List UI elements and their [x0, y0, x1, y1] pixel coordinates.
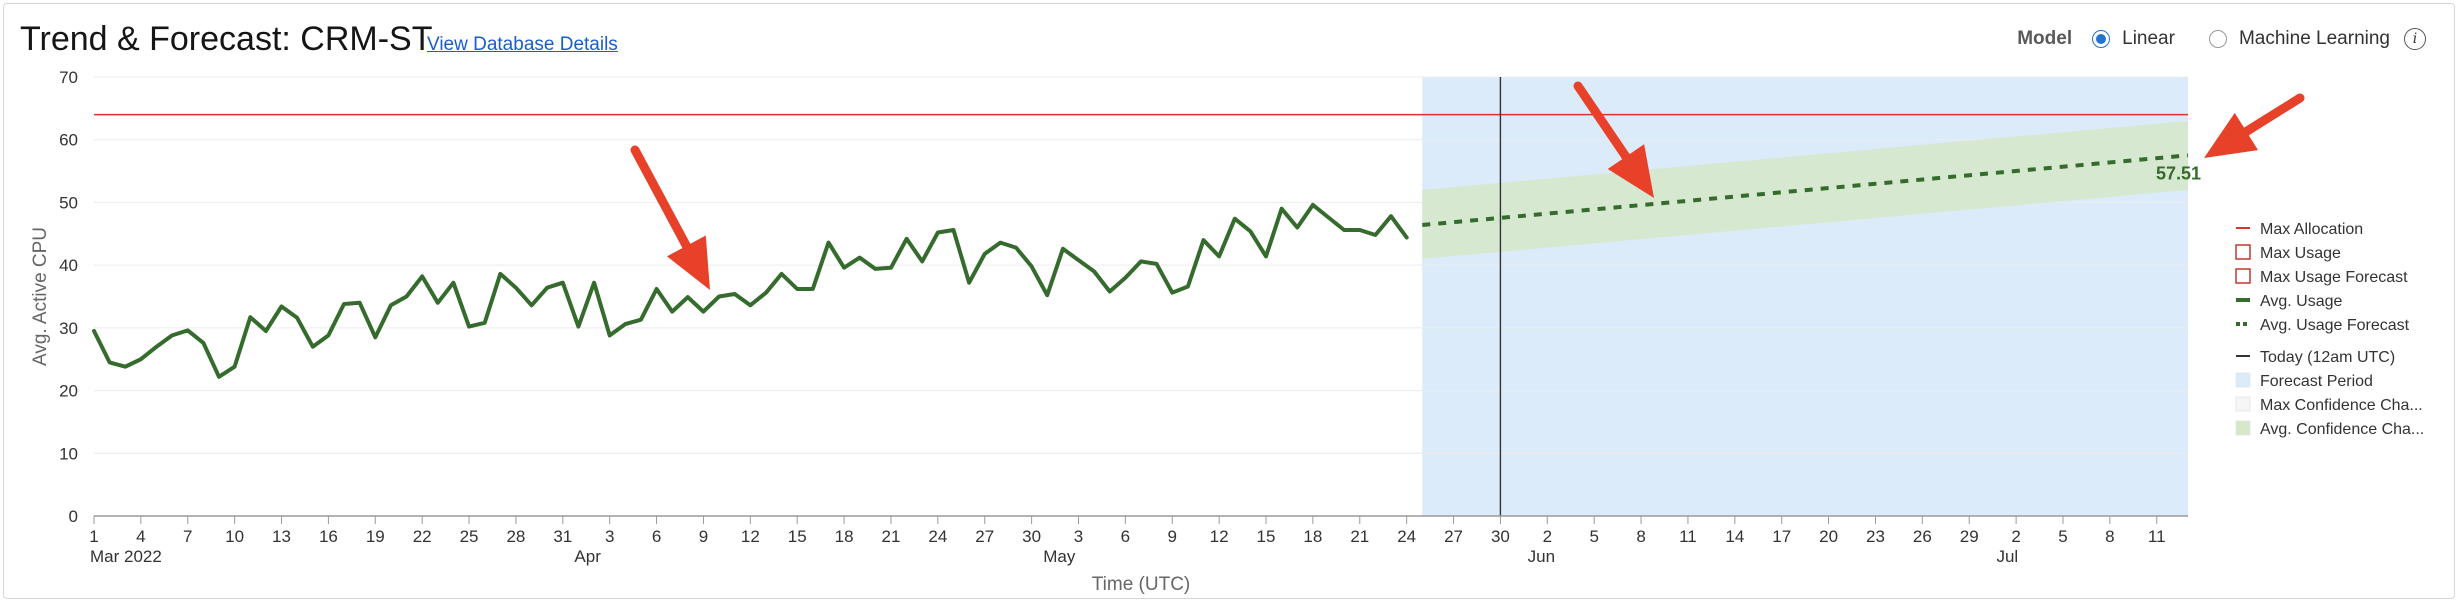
x-tick-label: 5 [2058, 527, 2067, 546]
forecast-end-value-label: 57.51 [2156, 163, 2201, 183]
legend-swatch [2235, 268, 2251, 284]
x-tick-label: 20 [1819, 527, 1838, 546]
legend-swatch [2235, 372, 2251, 388]
view-database-details-link[interactable]: View Database Details [427, 34, 618, 55]
legend-swatch [2235, 420, 2251, 436]
legend-swatch [2235, 244, 2251, 260]
x-tick-label: 13 [272, 527, 291, 546]
x-tick-label: 29 [1960, 527, 1979, 546]
page-title: Trend & Forecast: CRM-ST [20, 20, 433, 58]
x-tick-label: 17 [1772, 527, 1791, 546]
x-tick-label: 31 [553, 527, 572, 546]
x-tick-label: 9 [699, 527, 708, 546]
legend-label: Max Usage [2260, 245, 2341, 262]
y-tick-label: 50 [59, 193, 78, 212]
annotation-arrow-shaft [1573, 81, 1631, 162]
legend-label: Today (12am UTC) [2260, 349, 2395, 366]
x-tick-label: 21 [1350, 527, 1369, 546]
x-tick-label: 26 [1913, 527, 1932, 546]
annotation-arrow-head [666, 235, 710, 290]
x-tick-label: 3 [1074, 527, 1083, 546]
y-tick-label: 60 [59, 131, 78, 150]
model-option-machine-learning[interactable]: Machine Learning [2208, 28, 2390, 50]
model-selector: Model Linear Machine Learning i [2017, 28, 2426, 50]
avg-usage-forecast-line [1422, 153, 2189, 227]
x-tick-label: 16 [319, 527, 338, 546]
x-month-label: Apr [574, 547, 601, 566]
annotation-arrow-shaft [2241, 93, 2305, 137]
x-axis-title: Time (UTC) [1092, 574, 1191, 595]
x-tick-label: 7 [183, 527, 192, 546]
x-tick-label: 18 [1303, 527, 1322, 546]
legend-label: Avg. Confidence Cha... [2260, 421, 2424, 438]
x-tick-label: 8 [1636, 527, 1645, 546]
legend-swatch [2235, 396, 2251, 412]
legend-label: Forecast Period [2260, 373, 2373, 390]
x-tick-label: 6 [1121, 527, 1130, 546]
x-tick-label: 2 [1543, 527, 1552, 546]
x-month-label: May [1043, 547, 1076, 566]
x-tick-label: 22 [413, 527, 432, 546]
x-tick-label: 6 [652, 527, 661, 546]
x-tick-label: 10 [225, 527, 244, 546]
x-tick-label: 2 [2011, 527, 2020, 546]
x-tick-label: 15 [1257, 527, 1276, 546]
x-month-label: Mar 2022 [90, 547, 162, 566]
x-tick-label: 9 [1168, 527, 1177, 546]
x-tick-label: 11 [2148, 527, 2166, 546]
x-month-label: Jun [1528, 547, 1555, 566]
series-layer: 57.51 [92, 153, 2201, 379]
annotation-arrows [630, 81, 2305, 290]
x-tick-label: 12 [741, 527, 760, 546]
x-tick-label: 27 [1444, 527, 1463, 546]
model-label: Model [2017, 28, 2073, 49]
x-tick-label: 15 [788, 527, 807, 546]
model-option-ml-label: Machine Learning [2238, 28, 2390, 49]
x-tick-label: 1 [89, 527, 98, 546]
x-tick-label: 12 [1210, 527, 1229, 546]
legend-label: Avg. Usage Forecast [2260, 317, 2410, 334]
x-month-label: Jul [1996, 547, 2018, 566]
y-tick-label: 40 [59, 256, 78, 275]
y-tick-label: 10 [59, 444, 78, 463]
model-option-linear[interactable]: Linear [2092, 28, 2175, 50]
legend-label: Max Confidence Cha... [2260, 397, 2423, 414]
legend-label: Max Allocation [2260, 221, 2363, 238]
annotation-arrow-head [2204, 112, 2259, 158]
annotation-arrow-head [1607, 144, 1654, 198]
x-tick-label: 25 [460, 527, 479, 546]
x-tick-label: 27 [975, 527, 994, 546]
x-tick-label: 14 [1725, 527, 1744, 546]
x-tick-label: 30 [1491, 527, 1510, 546]
x-tick-label: 21 [882, 527, 901, 546]
legend-label: Max Usage Forecast [2260, 269, 2408, 286]
x-tick-label: 19 [366, 527, 385, 546]
y-axis-title: Avg. Active CPU [30, 227, 51, 366]
x-tick-label: 4 [136, 527, 145, 546]
x-tick-label: 3 [605, 527, 614, 546]
x-tick-label: 5 [1589, 527, 1598, 546]
x-tick-label: 28 [506, 527, 525, 546]
x-tick-label: 30 [1022, 527, 1041, 546]
avg-usage-line [92, 202, 1409, 379]
legend-label: Avg. Usage [2260, 293, 2343, 310]
x-tick-label: 8 [2105, 527, 2114, 546]
radio-linear[interactable] [2092, 30, 2111, 48]
info-icon[interactable]: i [2404, 28, 2426, 50]
x-tick-label: 24 [928, 527, 947, 546]
y-tick-label: 20 [59, 382, 78, 401]
x-tick-label: 18 [835, 527, 854, 546]
chart-legend: Max Allocation Max Usage Max Usage Forecas… [2235, 221, 2424, 438]
model-option-linear-label: Linear [2122, 28, 2175, 49]
x-tick-label: 23 [1866, 527, 1885, 546]
x-tick-label: 24 [1397, 527, 1416, 546]
radio-machine-learning[interactable] [2208, 30, 2227, 48]
y-tick-label: 30 [59, 319, 78, 338]
annotation-arrow-shaft [630, 145, 691, 251]
y-tick-label: 0 [69, 507, 78, 526]
y-tick-label: 70 [59, 68, 78, 87]
x-tick-label: 11 [1679, 527, 1697, 546]
